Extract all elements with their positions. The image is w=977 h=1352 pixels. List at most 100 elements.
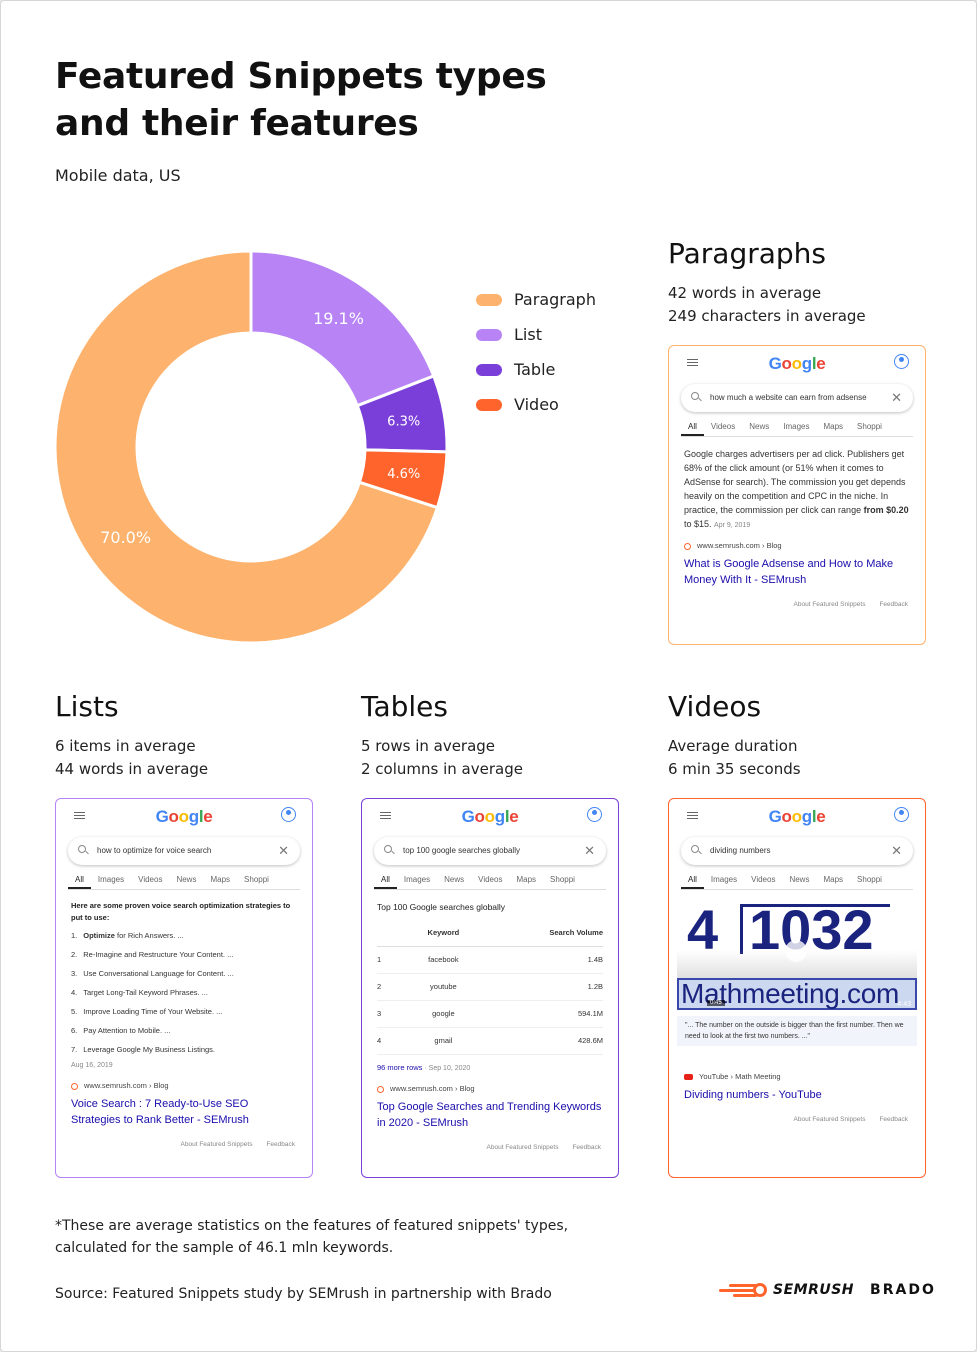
tab-videos[interactable]: Videos [478, 875, 503, 884]
search-tabs: All Images News Videos Maps Shoppi [374, 873, 606, 890]
snippet-body: Top 100 Google searches globally Keyword… [362, 890, 618, 1155]
list-item: 5. Improve Loading Time of Your Website. … [71, 1007, 223, 1016]
menu-icon[interactable] [380, 812, 391, 819]
snippet-footer: About Featured Snippets Feedback [377, 1141, 603, 1155]
play-icon[interactable] [785, 940, 807, 962]
about-featured-snippets-link[interactable]: About Featured Snippets [793, 1116, 866, 1123]
table-header: Search Volume [479, 920, 603, 947]
about-featured-snippets-link[interactable]: About Featured Snippets [793, 601, 866, 608]
tab-maps[interactable]: Maps [823, 422, 844, 431]
more-rows-link[interactable]: 96 more rows · Sep 10, 2020 [377, 1063, 471, 1072]
feedback-link[interactable]: Feedback [572, 1144, 601, 1151]
snippet-link[interactable]: Dividing numbers - YouTube [684, 1089, 822, 1101]
about-featured-snippets-link[interactable]: About Featured Snippets [180, 1141, 253, 1148]
videos-stats: Average duration 6 min 35 seconds [668, 737, 801, 778]
search-input[interactable]: how to optimize for voice search ✕ [68, 837, 300, 865]
table-cell: google [407, 1000, 480, 1028]
legend-label: List [514, 325, 542, 344]
snippet-source: www.semrush.com › Blog [71, 1079, 297, 1093]
source-note: Source: Featured Snippets study by SEMru… [55, 1286, 552, 1302]
account-icon[interactable] [894, 354, 909, 369]
tab-maps[interactable]: Maps [210, 875, 231, 884]
tab-images[interactable]: Images [97, 875, 125, 884]
search-input[interactable]: how much a website can earn from adsense… [681, 384, 913, 412]
close-icon[interactable]: ✕ [278, 843, 289, 858]
tab-shoppi[interactable]: Shoppi [244, 875, 269, 884]
list-item: 7. Leverage Google My Business Listings. [71, 1045, 216, 1054]
search-tabs: All Images Videos News Maps Shoppi [681, 873, 913, 890]
video-player[interactable]: 4 1032 Mathmeeting.com 0:45 4:43 "... Th… [677, 898, 917, 1056]
snippet-body: Here are some proven voice search optimi… [56, 890, 312, 1152]
legend-item-table: Table [476, 352, 596, 387]
snippet-link[interactable]: Top Google Searches and Trending Keyword… [377, 1101, 602, 1129]
tab-videos[interactable]: Videos [710, 422, 736, 431]
tab-shoppi[interactable]: Shoppi [550, 875, 575, 884]
about-featured-snippets-link[interactable]: About Featured Snippets [486, 1144, 559, 1151]
account-icon[interactable] [894, 807, 909, 822]
video-snippet-card: Google dividing numbers ✕ All Images Video… [668, 798, 926, 1178]
snippet-link[interactable]: What is Google Adsense and How to Make M… [684, 558, 894, 586]
tab-all[interactable]: All [681, 420, 704, 436]
google-logo: Google [768, 354, 826, 373]
lists-stats: 6 items in average 44 words in average [55, 737, 209, 778]
table-row: 1 facebook 1.4B [377, 946, 603, 974]
table-row: 4 gmail 428.6M [377, 1027, 603, 1055]
menu-icon[interactable] [687, 812, 698, 819]
table-cell: 4 [377, 1027, 407, 1055]
table-cell: gmail [407, 1027, 480, 1055]
legend-swatch [476, 328, 502, 341]
tab-videos[interactable]: Videos [138, 875, 163, 884]
semrush-favicon-icon [71, 1082, 78, 1090]
tab-all[interactable]: All [374, 873, 397, 889]
legend-swatch [476, 398, 502, 411]
feedback-link[interactable]: Feedback [879, 1116, 908, 1123]
table-cell: 2 [377, 973, 407, 1001]
tab-news[interactable]: News [176, 875, 197, 884]
tab-images[interactable]: Images [710, 875, 738, 884]
list-item: 1. Optimize for Rich Answers. ... [71, 931, 184, 940]
feedback-link[interactable]: Feedback [266, 1141, 295, 1148]
snippet-source: www.semrush.com › Blog [377, 1082, 603, 1096]
search-input[interactable]: top 100 google searches globally ✕ [374, 837, 606, 865]
snippet-link[interactable]: Voice Search : 7 Ready-to-Use SEO Strate… [71, 1098, 249, 1126]
close-icon[interactable]: ✕ [584, 843, 595, 858]
tab-news[interactable]: News [444, 875, 465, 884]
close-icon[interactable]: ✕ [891, 390, 902, 405]
tab-news[interactable]: News [789, 875, 810, 884]
donut-label-paragraph: 70.0% [100, 528, 151, 547]
snippet-footer: About Featured Snippets Feedback [71, 1138, 297, 1152]
tab-shoppi[interactable]: Shoppi [857, 422, 882, 431]
legend-swatch [476, 363, 502, 376]
tab-images[interactable]: Images [403, 875, 431, 884]
tab-images[interactable]: Images [783, 422, 810, 431]
lists-title: Lists [55, 690, 119, 723]
tab-shoppi[interactable]: Shoppi [857, 875, 882, 884]
account-icon[interactable] [587, 807, 602, 822]
search-icon [78, 845, 86, 853]
semrush-logo: SEMRUSH [773, 1282, 855, 1298]
page-title: Featured Snippets types and their featur… [55, 56, 547, 144]
donut-slice-video [357, 448, 449, 510]
menu-icon[interactable] [74, 812, 85, 819]
list-snippet-card: Google how to optimize for voice search … [55, 798, 313, 1178]
table-cell: 1.4B [479, 946, 603, 974]
snippet-table: Keyword Search Volume 1 facebook 1.4B 2 youtu… [377, 920, 603, 1055]
google-header: Google [669, 799, 925, 833]
snippet-source: YouTube › Math Meeting [684, 1070, 910, 1084]
tab-all[interactable]: All [681, 873, 704, 889]
tab-maps[interactable]: Maps [823, 875, 844, 884]
search-input[interactable]: dividing numbers ✕ [681, 837, 913, 865]
tab-maps[interactable]: Maps [516, 875, 537, 884]
table-cell: 594.1M [479, 1000, 603, 1028]
close-icon[interactable]: ✕ [891, 843, 902, 858]
tab-all[interactable]: All [68, 873, 91, 889]
table-header: Keyword [407, 920, 480, 947]
tab-news[interactable]: News [749, 422, 770, 431]
brado-logo: BRADO [870, 1282, 936, 1298]
legend-label: Paragraph [514, 290, 596, 309]
feedback-link[interactable]: Feedback [879, 601, 908, 608]
video-divisor: 4 [687, 898, 719, 961]
tab-videos[interactable]: Videos [751, 875, 776, 884]
account-icon[interactable] [281, 807, 296, 822]
menu-icon[interactable] [687, 359, 698, 366]
